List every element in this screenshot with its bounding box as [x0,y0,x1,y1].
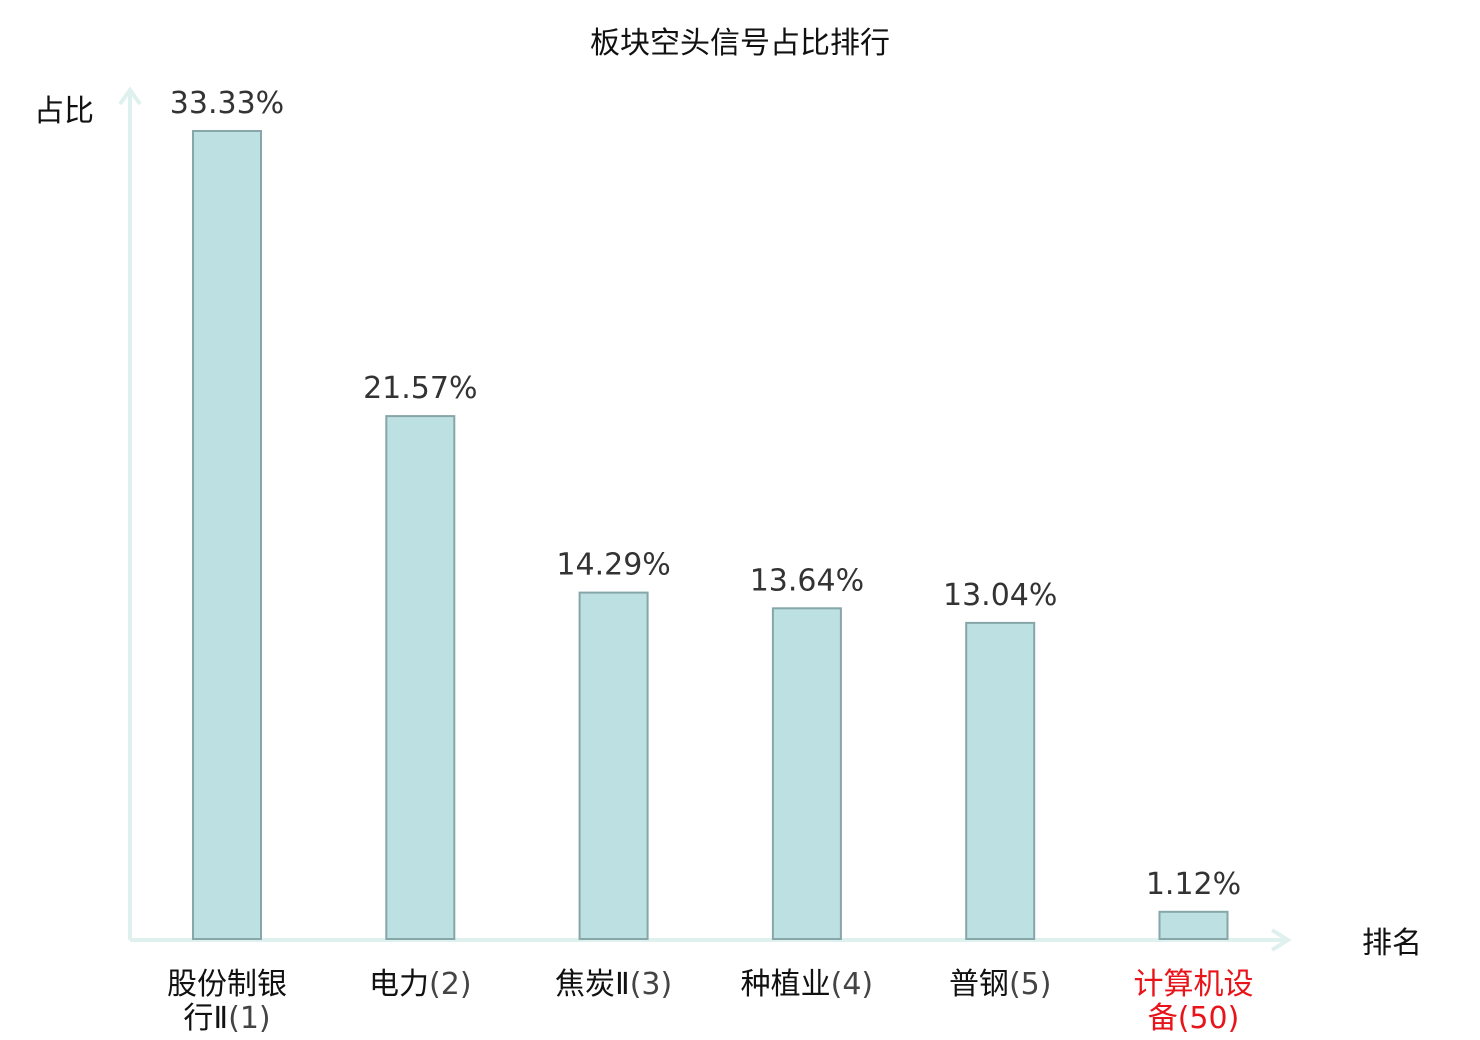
category-label-1-line-2: 行Ⅱ(1) [183,1001,270,1036]
value-label-6: 1.12% [1146,867,1241,902]
category-name: 电力 [369,967,429,1002]
value-label-3: 14.29% [556,548,670,583]
bar-3 [578,591,649,940]
chart-title: 板块空头信号占比排行 [590,26,890,61]
value-label-4: 13.64% [750,563,864,598]
y-axis-arrowhead [118,86,142,106]
category-label-1-line-1: 股份制银 [167,967,287,1002]
category-rank: (5) [1009,967,1051,1002]
category-label-6-line-2: 备(50) [1148,1001,1240,1036]
value-label-5: 13.04% [943,578,1057,613]
category-name: 股份制银 [167,967,287,1002]
category-label-6-line-1: 计算机设 [1134,967,1254,1002]
category-name: 种植业 [741,967,831,1002]
category-rank: (1) [228,1001,271,1036]
category-label-5: 普钢(5) [949,967,1051,1002]
category-name: 备 [1148,1001,1178,1036]
category-rank: (50) [1178,1001,1240,1036]
category-name: 普钢 [949,967,1009,1002]
x-axis-arrowhead [1270,928,1292,952]
bar-series [192,130,1229,941]
category-label-3: 焦炭Ⅱ(3) [555,967,672,1002]
category-name: 焦炭Ⅱ [555,967,630,1002]
value-label-group: 33.33% 21.57% 14.29% 13.64% 13.04% 1.12% [170,86,1241,902]
category-name: 行Ⅱ [183,1001,228,1036]
category-rank: (4) [831,967,874,1002]
value-label-2: 21.57% [363,371,477,406]
bar-5 [965,621,1036,941]
category-rank: (2) [429,967,472,1002]
category-label-2: 电力(2) [369,967,472,1002]
category-name: 计算机设 [1134,967,1254,1002]
bar-1 [192,130,262,940]
y-axis-label: 占比 [34,94,94,129]
category-rank: (3) [630,967,673,1002]
bar-4 [771,607,842,940]
bar-2 [385,415,456,941]
category-label-4: 种植业(4) [741,967,874,1002]
bar-6 [1158,910,1229,940]
value-label-1: 33.33% [170,86,284,121]
x-axis-label: 排名 [1362,926,1422,961]
